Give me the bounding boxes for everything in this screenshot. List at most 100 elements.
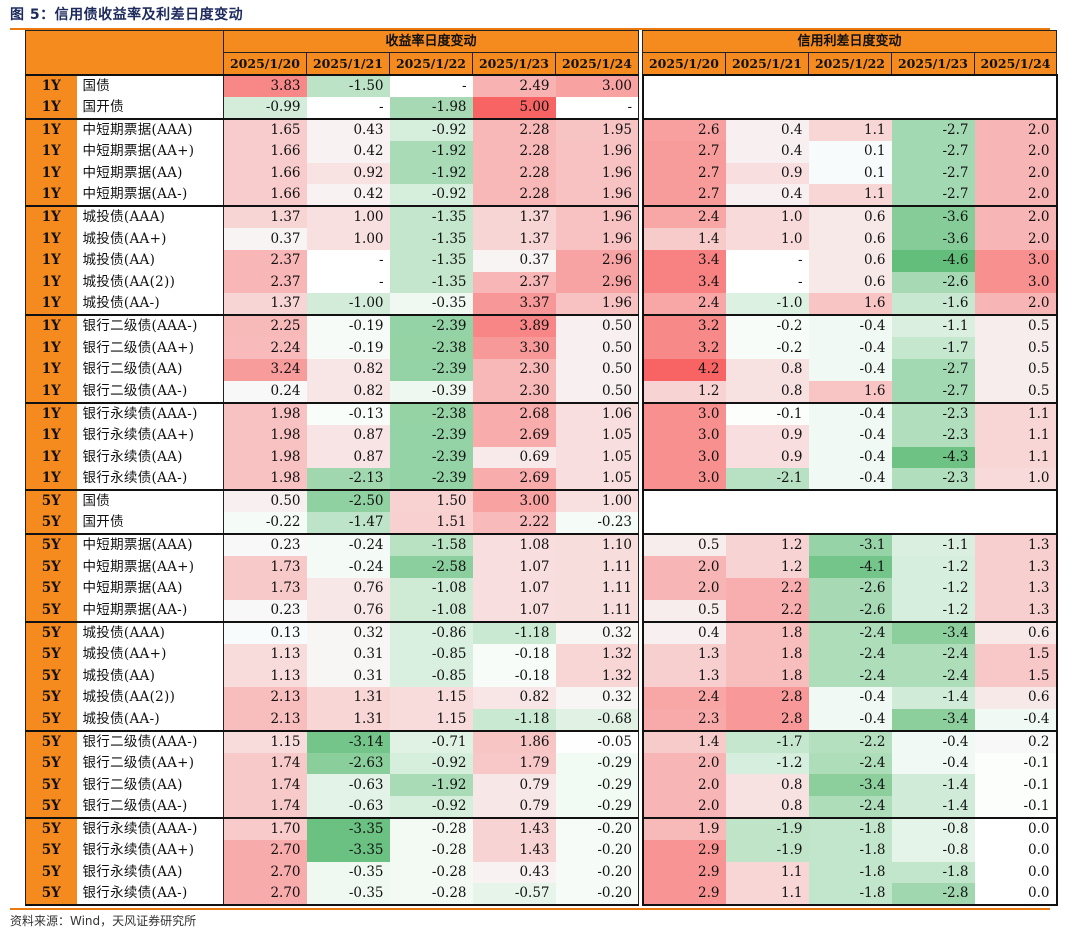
spread-change-cell (974, 97, 1058, 120)
spread-change-cell: -2.1 (725, 468, 809, 492)
spread-change-cell (641, 74, 726, 97)
spread-change-cell (725, 489, 809, 513)
tenor-label: 5Y (25, 643, 77, 666)
bond-name: 银行二级债(AA) (76, 774, 224, 796)
tenor-label: 5Y (25, 817, 77, 840)
yield-change-cell: 1.10 (555, 533, 639, 557)
yield-change-cell: -0.18 (472, 665, 556, 687)
column-gap (638, 796, 643, 818)
tenor-label: 5Y (25, 774, 77, 796)
table-row: 5Y 银行二级债(AA-) 1.74 -0.63 -0.92 0.79 -0.29 2.0 0.… (25, 796, 1058, 819)
column-gap (638, 840, 643, 862)
yield-change-cell: 1.13 (223, 643, 307, 666)
tenor-label: 5Y (25, 533, 77, 557)
spread-change-cell: -2.2 (808, 729, 892, 753)
bond-name: 银行永续债(AAA-) (76, 817, 224, 840)
spread-change-cell: -1.2 (891, 577, 975, 600)
yield-change-cell: -2.38 (389, 401, 473, 425)
spread-change-cell: 2.0 (974, 141, 1058, 163)
yield-change-cell: 1.06 (555, 401, 639, 425)
yield-change-cell: 1.96 (555, 293, 639, 317)
yield-change-cell: -0.18 (472, 643, 556, 666)
bond-name: 城投债(AA(2)) (76, 271, 224, 294)
yield-change-cell: 1.37 (223, 205, 307, 229)
spread-change-cell: 1.8 (725, 620, 809, 644)
tenor-label: 1Y (25, 97, 77, 120)
yield-change-cell: 1.07 (472, 556, 556, 578)
spread-change-cell: 2.0 (974, 228, 1058, 251)
yield-change-cell: 1.73 (223, 577, 307, 600)
yield-change-cell: 1.05 (555, 468, 639, 492)
yield-change-cell: 3.30 (472, 337, 556, 360)
table-row: 1Y 城投债(AAA) 1.37 1.00 -1.35 1.37 1.96 2.4 1.0 0.6… (25, 205, 1058, 229)
spread-change-cell: -1.2 (891, 556, 975, 578)
column-gap (638, 75, 643, 97)
table-row: 5Y 城投债(AA+) 1.13 0.31 -0.85 -0.18 1.32 1.3 1.8 -2… (25, 643, 1058, 666)
spread-change-cell: -3.6 (891, 205, 975, 229)
tenor-label: 1Y (25, 337, 77, 360)
yield-change-cell: -0.92 (389, 796, 473, 819)
table-row: 1Y 城投债(AA+) 0.37 1.00 -1.35 1.37 1.96 1.4 1.0 0.6… (25, 228, 1058, 251)
yield-change-cell: 3.00 (472, 489, 556, 513)
yield-change-cell: 3.37 (472, 293, 556, 317)
spread-change-cell: 0.6 (808, 271, 892, 294)
spread-change-cell: 0.8 (725, 359, 809, 381)
table-row: 5Y 银行永续债(AA) 2.70 -0.35 -0.28 0.43 -0.20 2.9 1.1… (25, 861, 1058, 884)
bond-name: 城投债(AA+) (76, 643, 224, 666)
spread-change-cell: -1.0 (725, 293, 809, 317)
yield-change-cell: -0.20 (555, 883, 639, 907)
yield-change-cell: 0.43 (306, 118, 390, 141)
yield-change-cell: 2.30 (472, 380, 556, 404)
yield-change-cell: -0.35 (389, 293, 473, 317)
spread-change-cell: -0.4 (891, 752, 975, 775)
yield-change-cell: 2.28 (472, 118, 556, 141)
table-row: 5Y 银行永续债(AA+) 2.70 -3.35 -0.28 1.43 -0.20 2.9 -1… (25, 840, 1058, 862)
yield-change-cell: -0.20 (555, 861, 639, 884)
yield-change-cell: -1.92 (389, 162, 473, 185)
date-header-row: 2025/1/20 2025/1/21 2025/1/22 2025/1/23 … (26, 52, 1057, 76)
yield-change-cell: -0.05 (555, 729, 639, 753)
yield-change-cell: -2.38 (389, 337, 473, 360)
yield-change-cell: 1.66 (223, 162, 307, 185)
spread-date-header: 2025/1/22 (808, 52, 892, 76)
yield-change-cell: 0.82 (306, 380, 390, 404)
spread-change-cell (974, 512, 1058, 536)
yield-change-cell: 2.69 (472, 468, 556, 492)
tenor-label: 1Y (25, 184, 77, 208)
yield-change-cell: 1.15 (389, 686, 473, 709)
spread-change-cell: 0.5 (641, 533, 726, 557)
spread-change-cell: 1.3 (974, 599, 1058, 623)
yield-change-cell: 1.00 (306, 205, 390, 229)
column-gap (638, 271, 643, 294)
column-gap (638, 424, 643, 447)
spread-change-cell: 1.4 (641, 228, 726, 251)
yield-change-cell: -0.23 (555, 512, 639, 536)
yield-date-header: 2025/1/24 (555, 52, 639, 76)
spread-group-header: 信用利差日度变动 (642, 30, 1057, 53)
tenor-label: 5Y (25, 752, 77, 775)
spread-change-cell: -0.4 (808, 424, 892, 447)
spread-change-cell: 3.0 (641, 401, 726, 425)
spread-change-cell: -0.4 (808, 708, 892, 732)
spread-change-cell: 3.0 (641, 468, 726, 492)
yield-change-cell: -1.92 (389, 141, 473, 163)
yield-change-cell: 1.66 (223, 184, 307, 208)
yield-group-header: 收益率日度变动 (223, 30, 639, 53)
spread-change-cell: -0.4 (808, 314, 892, 338)
tenor-label: 1Y (25, 424, 77, 447)
spread-change-cell: 0.6 (974, 686, 1058, 709)
yield-change-cell: 0.50 (223, 489, 307, 513)
spread-change-cell: 3.4 (641, 250, 726, 272)
spread-change-cell: -2.6 (891, 271, 975, 294)
yield-change-cell: - (306, 271, 390, 294)
column-gap (638, 577, 643, 600)
spread-change-cell (725, 512, 809, 536)
yield-change-cell: 1.15 (223, 729, 307, 753)
yield-change-cell: 5.00 (472, 97, 556, 120)
yield-change-cell: 1.73 (223, 556, 307, 578)
yield-change-cell: -2.39 (389, 424, 473, 447)
yield-change-cell: -0.29 (555, 752, 639, 775)
spread-change-cell: -2.4 (808, 643, 892, 666)
spread-change-cell: -1.6 (891, 293, 975, 317)
table-row: 5Y 城投债(AA(2)) 2.13 1.31 1.15 0.82 0.32 2.4 2.8 -0… (25, 686, 1058, 709)
